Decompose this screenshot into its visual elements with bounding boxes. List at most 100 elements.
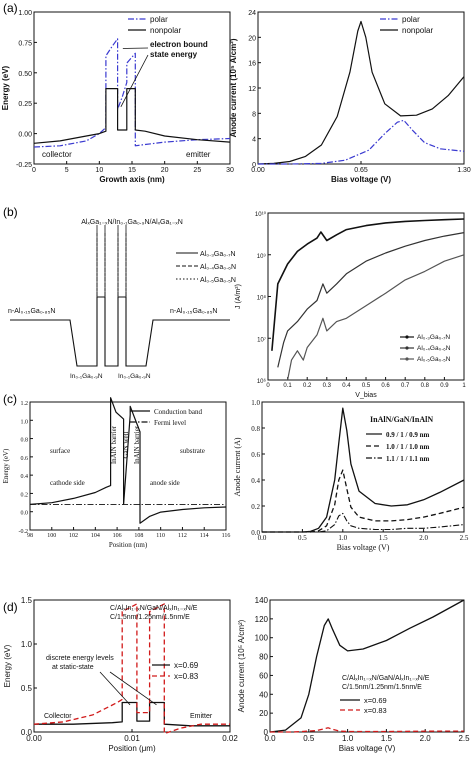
b-right-legend-label: Al₀.₅Ga₀.₅N [417,356,451,363]
d-left-legend-label: x=0.69 [174,661,199,670]
a-left-x-tick-label: 25 [193,167,201,174]
b-right-legend-marker [405,346,409,350]
d-left-y-tick-label: 0.5 [21,684,33,693]
d-left-chart: 0.00 0.01 0.02 0.0 0.5 1.0 1.5 Position (μm) Ene… [3,596,238,753]
d-right-y-tick-label: 80 [259,653,268,662]
c-right-legend-label: 1.1 / 1 / 1.1 nm [386,455,430,463]
a-left-x-axis-label: Growth axis (nm) [99,175,165,184]
d-left-annotation-arrow [99,671,131,706]
d-right-y-tick-label: 100 [255,634,269,643]
a-left-y-tick-label: 0.00 [18,132,32,139]
a-right-y-tick-label: 4 [252,137,256,144]
b-right-x-tick-label: 0.9 [440,383,449,389]
b-right-y-tick-label: 10⁹ [257,253,267,260]
d-right-y-tick-label: 0 [264,728,269,737]
b-right-legend-label: Al₀.₄Ga₀.₆N [417,345,451,352]
d-left-x-axis-label: Position (μm) [108,744,156,753]
a-left-annotation-1: electron bound [150,40,208,49]
d-right-title-line-2: C/1.5nm/1.25nm/1.5nm/E [342,684,422,691]
d-right-title-line-1: C/AlₓIn₁₋ₓN/GaN/AlₓIn₁₋ₓN/E [342,675,430,682]
b-left-label-right-contact: n-Al₀.₁₅Ga₀.₈₅N [170,308,217,315]
b-right-legend-marker [405,357,409,361]
panel-label-a: (a) [3,1,18,15]
d-right-x-tick-label: 2.0 [420,734,432,743]
d-right-x-tick-label: 0.5 [303,734,315,743]
c-left-x-tick-label: 108 [134,533,143,539]
a-left-legend-label: polar [150,15,168,24]
d-left-title-line-2: C/1.5nm/1.25nm/1.5nm/E [110,614,190,621]
a-right-series-2-line [258,119,465,165]
c-left-anode-label: anode side [150,479,180,487]
c-left-y-tick-label: 0.4 [21,474,29,480]
c-left-y-tick-label: 0.6 [21,456,29,462]
c-right-y-tick-label: 0.2 [251,503,260,511]
a-left-legend-label: nonpolar [150,26,181,35]
b-left-legend-label: Al₀.₄Ga₀.₆N [200,264,236,271]
c-left-x-tick-label: 104 [91,533,100,539]
d-right-x-tick-label: 2.5 [458,734,470,743]
panel-label-d: (d) [3,600,18,614]
b-right-x-tick-label: 0.1 [283,383,292,389]
d-left-collector-label: Collector [44,713,72,720]
d-right-y-tick-label: 60 [259,671,268,680]
c-left-cathode-label: cathode side [50,479,85,487]
a-right-y-tick-label: 12 [248,86,256,93]
b-left-band-edge [10,296,230,367]
c-right-series-2-line [262,469,465,533]
c-left-barrier-1-label: InAlN barrier [110,425,118,464]
c-left-y-tick-label: 0.0 [21,511,29,517]
a-left-y-tick-label: 0.25 [18,101,32,108]
d-right-series-1-line [269,599,465,733]
b-right-series-3-line [287,254,465,381]
a-left-x-tick-label: 20 [161,167,169,174]
c-right-y-tick-label: 0.6 [251,451,260,459]
c-left-y-axis-label: Energy (eV) [2,448,10,483]
a-left-y-tick-label: 0.75 [18,40,32,47]
a-left-series-2-line [33,87,231,144]
a-left-x-tick-label: 10 [95,167,103,174]
c-left-x-tick-label: 112 [178,533,187,539]
c-left-x-tick-label: 100 [47,533,56,539]
b-right-y-tick-label: 10⁸ [257,295,267,302]
b-left-label-well-2: In₀.₁Ga₀.₉N [118,373,151,380]
b-right-y-tick-label: 10⁷ [257,336,266,343]
d-right-x-tick-label: 0.0 [264,734,276,743]
a-left-series-1-line [33,38,231,148]
d-right-legend-label: x=0.83 [364,706,387,715]
c-right-x-tick-label: 2.0 [419,534,428,542]
a-left-y-tick-label: -0.25 [16,162,32,169]
c-right-series-1-line [262,407,465,533]
b-right-x-axis-label: V_bias [355,392,377,399]
c-left-barrier-2-label: InAlN barrier [133,425,141,464]
b-left-diagram: AlₓGa₁₋ₓN/In₀.₁Ga₀.₉N/AlₓGa₁₋ₓN Al₀.₃Ga₀.… [8,219,236,380]
d-left-emitter-label: Emitter [190,713,213,720]
a-left-annotation-2: state energy [150,50,198,59]
c-left-chart: 98 100 102 104 106 108 110 112 114 116 -0.2 0.0 0.2 0… [2,397,230,549]
c-left-y-tick-label: -0.2 [19,529,29,535]
b-left-legend-label: Al₀.₅Ga₀.₅N [200,277,236,284]
c-left-y-tick-label: 1.2 [21,401,29,407]
a-right-legend-label: nonpolar [402,26,433,35]
d-right-x-tick-label: 1.5 [381,734,393,743]
a-right-x-tick-label: 0.00 [251,167,265,174]
d-left-series-2-line [33,603,230,735]
c-left-legend-label: Fermi level [154,419,186,427]
d-right-y-tick-label: 40 [259,690,268,699]
a-right-chart: 0.00 0.65 1.30 0 4 8 12 16 20 24 Bias voltage (V) A… [229,10,471,184]
b-left-title: AlₓGa₁₋ₓN/In₀.₁Ga₀.₉N/AlₓGa₁₋ₓN [81,219,183,226]
a-right-x-axis-label: Bias voltage (V) [331,175,391,184]
a-left-x-tick-label: 30 [226,167,234,174]
b-left-label-well-1: In₀.₁Ga₀.₉N [70,373,103,380]
d-left-y-tick-label: 0.0 [21,728,33,737]
a-right-y-tick-label: 24 [248,10,256,17]
c-right-y-tick-label: 1.0 [251,399,260,407]
a-right-x-tick-label: 0.65 [354,167,368,174]
a-left-y-axis-label: Energy (eV) [1,65,10,110]
b-right-x-tick-label: 0.2 [303,383,312,389]
c-left-well-label: GaN well [122,431,130,458]
d-left-y-tick-label: 1.5 [21,596,33,605]
c-right-x-tick-label: 1.0 [338,534,347,542]
c-right-x-tick-label: 1.5 [379,534,388,542]
c-left-y-tick-label: 0.8 [21,438,29,444]
